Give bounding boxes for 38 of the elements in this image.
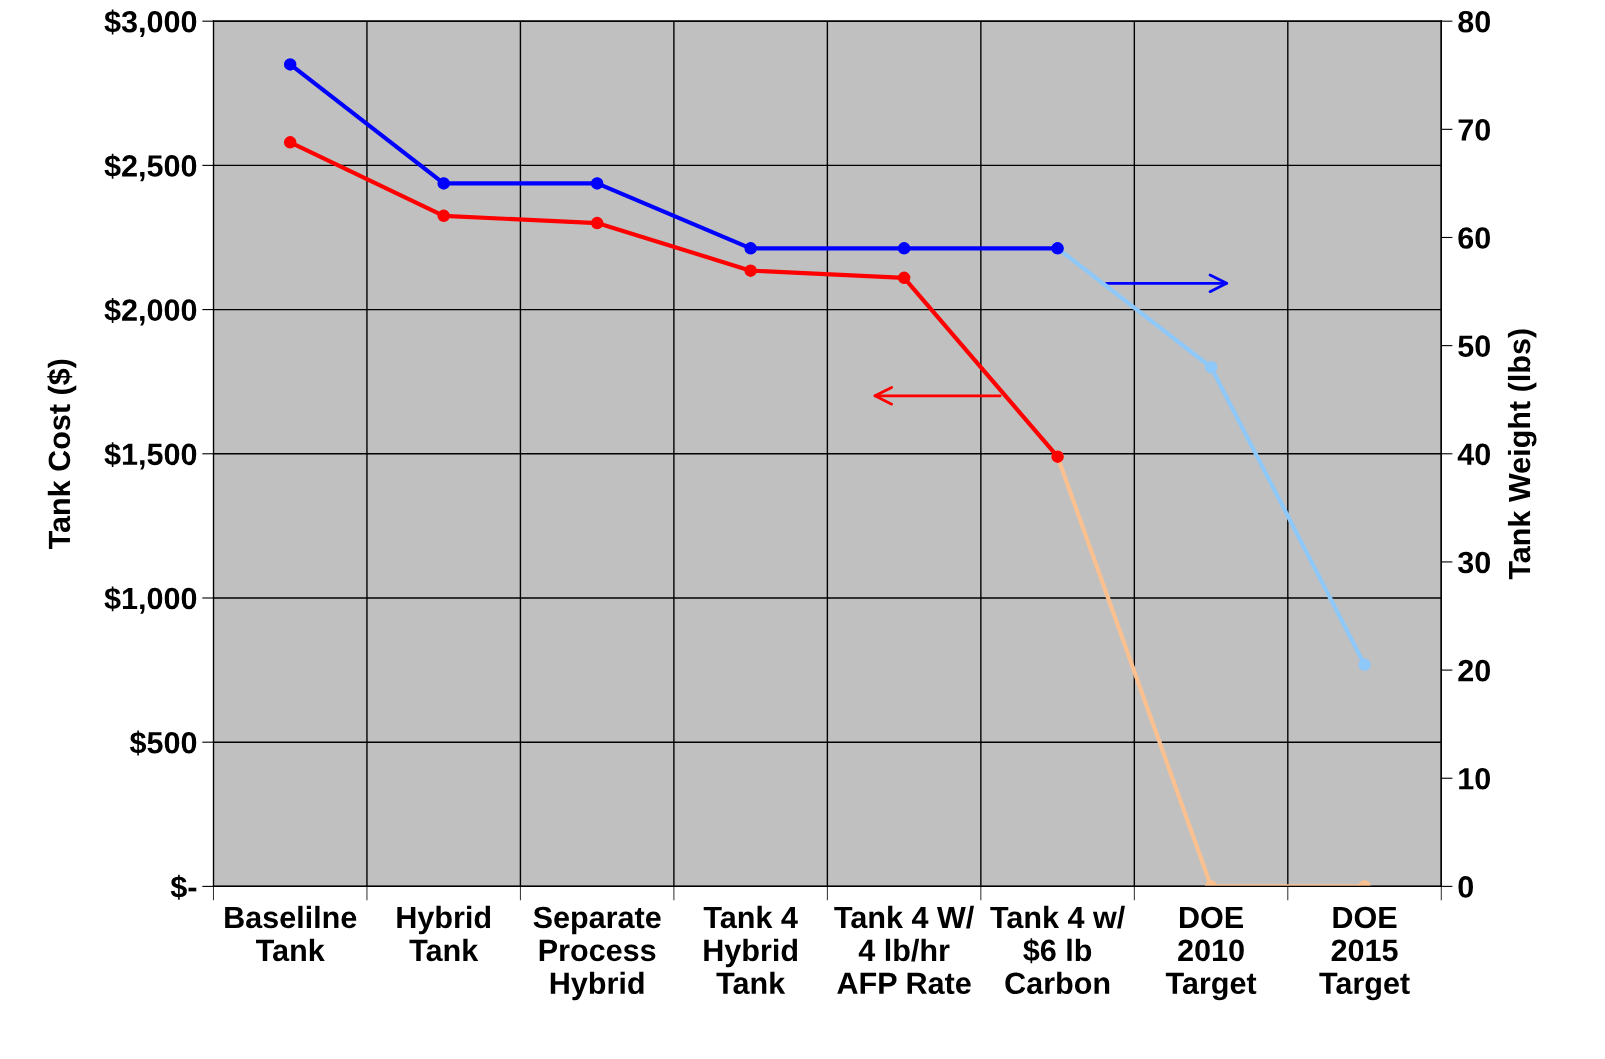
point (1358, 658, 1371, 671)
y2-axis-title: Tank Weight (lbs) (1507, 329, 1537, 580)
point (437, 209, 450, 223)
y2-tick-label: 20 (1458, 659, 1490, 682)
y-tick-label: $1,000 (104, 586, 197, 614)
y2-tick-label: 70 (1458, 119, 1490, 141)
y2-tick-label: 60 (1458, 227, 1490, 249)
y-tick-label: $- (170, 874, 197, 900)
x-tick-label: Tank 4 w/ $6 lb Carbon (990, 905, 1125, 995)
x-tick-label: Baselilne Tank (225, 905, 357, 962)
point (744, 264, 757, 277)
y-tick-label: $1,500 (104, 442, 197, 470)
point (1204, 361, 1218, 374)
point (897, 242, 911, 255)
y-axis-title: Tank Cost ($) (47, 359, 77, 550)
point (590, 177, 604, 190)
point (437, 177, 450, 190)
y2-tick-label: 0 (1458, 876, 1473, 898)
x-tick-label: Separate Process Hybrid (533, 906, 661, 1001)
point (744, 242, 757, 255)
x-tick-label: DOE 2010 Target (1165, 906, 1257, 1001)
y-tick-label: $500 (129, 730, 197, 756)
y2-tick-label: 40 (1457, 443, 1490, 466)
y2-tick-label: 50 (1458, 335, 1490, 357)
point (897, 271, 911, 285)
x-tick-label: DOE 2015 Target (1319, 906, 1410, 1001)
x-tick-label: Hybrid Tank (397, 905, 491, 962)
y-tick-label: $2,500 (104, 153, 197, 182)
y2-tick-label: 80 (1458, 10, 1490, 33)
point (283, 136, 297, 149)
y2-tick-label: 10 (1459, 767, 1490, 790)
y-tick-label: $2,000 (104, 297, 197, 326)
point (283, 58, 297, 71)
y-tick-label: $3,000 (104, 9, 197, 37)
x-tick-label: Tank 4 Hybrid Tank (703, 905, 798, 995)
y2-tick-label: 30 (1457, 551, 1490, 574)
point (590, 216, 604, 230)
x-tick-label: Tank 4 W/ 4 lb/hr AFP Rate (834, 905, 975, 995)
